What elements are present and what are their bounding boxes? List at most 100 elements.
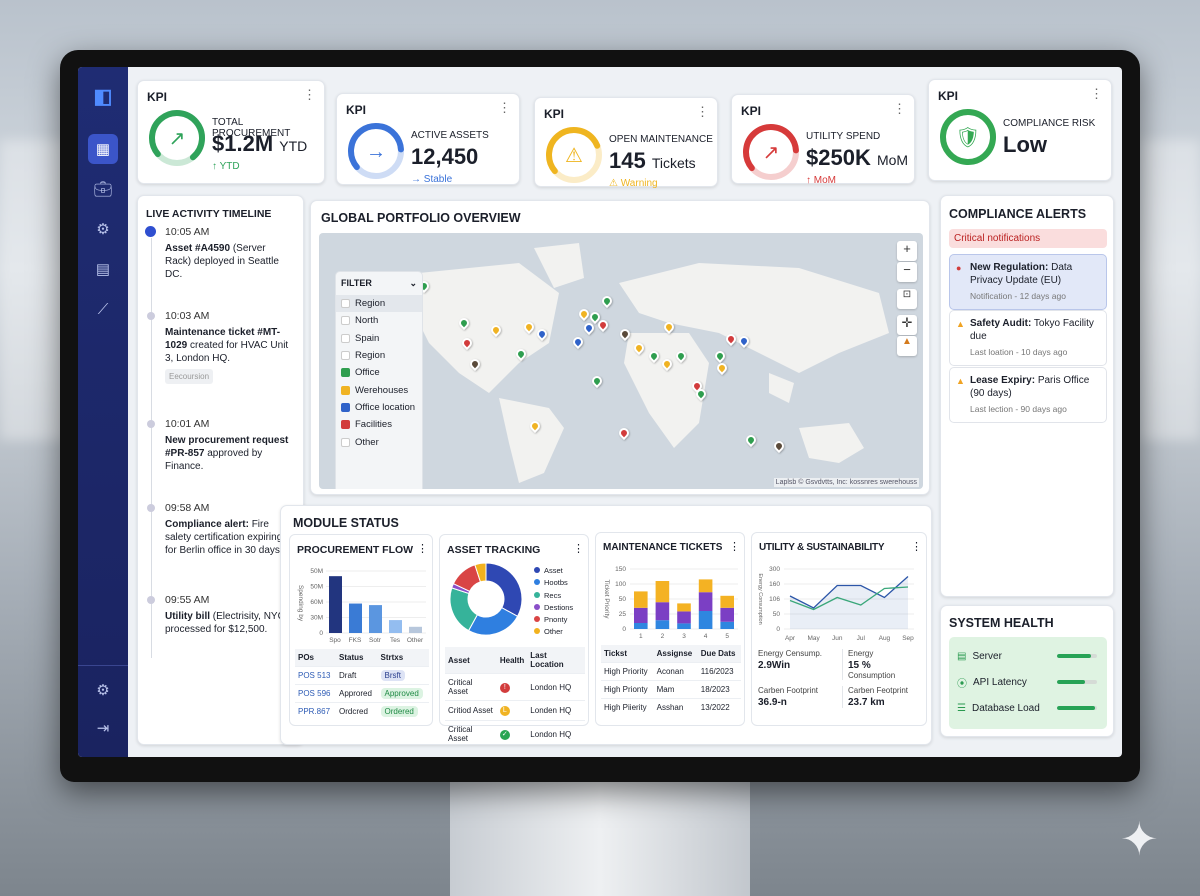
po-link[interactable]: POS 513 <box>298 671 331 680</box>
filter-checkbox[interactable] <box>341 420 350 430</box>
table-row[interactable]: POS 596 Approred Approved <box>295 684 429 703</box>
chevron-down-icon: ⌄ <box>409 278 417 288</box>
more-options-icon[interactable]: ⋮ <box>911 541 922 553</box>
sidebar-document-icon[interactable]: ▤ <box>95 261 111 278</box>
legend-swatch <box>534 579 540 586</box>
more-options-icon[interactable]: ⋮ <box>729 541 740 553</box>
kpi-card[interactable]: KPI ⋮ → ACTIVE ASSETS 12,450 → Stable <box>336 93 520 185</box>
timeline-item[interactable]: 09:55 AM Utility bill (Electrisity, NYC)… <box>147 594 290 636</box>
sidebar-gear-icon[interactable]: ⚙ <box>96 682 110 699</box>
filter-item-label: Region <box>355 350 386 362</box>
sidebar-chart-icon[interactable]: ⟋ <box>97 300 109 318</box>
timeline-text: Asset #A4590 (Server Rack) deployed in S… <box>150 242 290 281</box>
alert-item[interactable]: ● New Regulation: Data Privacy Update (EU… <box>949 254 1107 310</box>
alert-item[interactable]: ▲ Safety Audit: Tokyo Facility due Last lo… <box>949 310 1107 366</box>
filter-item[interactable]: Office <box>336 364 422 381</box>
more-options-icon[interactable]: ⋮ <box>1090 86 1103 101</box>
filter-item[interactable]: Region <box>336 295 422 313</box>
filter-checkbox[interactable] <box>341 351 350 361</box>
filter-checkbox[interactable] <box>341 368 350 378</box>
alert-title: Lease Expiry: <box>970 375 1036 386</box>
ticket-cell-text: High Piierity <box>604 703 647 712</box>
more-options-icon[interactable]: ⋮ <box>893 101 906 116</box>
procurement-flow-card: PROCUREMENT FLOW ⋮ 0 30M 60M 50M 50M Spending… <box>289 534 433 726</box>
x-tick-label: Spo <box>329 637 341 644</box>
alert-item[interactable]: ▲ Lease Expiry: Paris Office (90 days) Las… <box>949 367 1107 423</box>
filter-checkbox[interactable] <box>341 299 350 309</box>
filter-item[interactable]: Other <box>336 433 422 450</box>
health-row: ☰ Database Load <box>949 695 1107 721</box>
arrow-right-icon: → <box>366 141 386 163</box>
zoom-out-button[interactable]: − <box>897 262 917 282</box>
timeline-item[interactable]: 10:01 AM New procurement request #PR-857… <box>147 418 290 473</box>
table-row[interactable]: High Priority Aconan 116/2023 <box>601 662 741 681</box>
filter-item[interactable]: Office location <box>336 399 422 416</box>
procurement-flow-title: PROCUREMENT FLOW <box>297 544 414 556</box>
y-tick-label: 0 <box>319 630 323 637</box>
filter-item[interactable]: Spain <box>336 330 422 347</box>
timeline-dot <box>147 596 155 604</box>
more-options-icon[interactable]: ⋮ <box>498 100 511 115</box>
compass-button[interactable]: ▲ <box>897 336 917 356</box>
more-options-icon[interactable]: ⋮ <box>417 543 428 555</box>
asset-cell-text: Critical Asset <box>448 678 473 696</box>
filter-checkbox[interactable] <box>341 333 350 343</box>
timeline-item[interactable]: 09:58 AM Compliance alert: Fire salety c… <box>147 502 290 557</box>
filter-dropdown[interactable]: FILTER ⌄ <box>336 272 422 295</box>
timeline-item[interactable]: 10:03 AM Maintenance ticket #MT-1029 cre… <box>147 310 290 384</box>
more-options-icon[interactable]: ⋮ <box>303 87 316 102</box>
pan-button[interactable]: ✛ <box>897 315 917 335</box>
table-row[interactable]: Critical Asset! London HQ <box>445 673 585 701</box>
filter-checkbox[interactable] <box>341 402 350 412</box>
more-options-icon[interactable]: ⋮ <box>573 543 584 555</box>
asset-tracking-title: ASSET TRACKING <box>447 544 541 556</box>
legend-swatch <box>534 591 540 598</box>
kpi-card[interactable]: KPI ⋮ 🛡 COMPLIANCE RISK Low <box>928 79 1112 181</box>
x-tick-label: Tes <box>390 637 401 644</box>
logo-icon[interactable]: ◧ <box>93 85 113 108</box>
more-options-icon[interactable]: ⋮ <box>696 104 709 119</box>
table-row[interactable]: High Prionty Mam 18/2023 <box>601 680 741 699</box>
sidebar-briefcase-icon[interactable]: 💼︎ <box>93 181 113 198</box>
table-row[interactable]: Critical Asset ✓ London HQ <box>445 720 585 747</box>
filter-checkbox[interactable] <box>341 437 350 447</box>
utility-stat: Carben Footprint 36.9-n <box>758 686 838 708</box>
stacked-bar-segment <box>698 611 713 629</box>
timeline-time: 09:58 AM <box>165 502 210 514</box>
column-header: Tickst <box>601 645 654 663</box>
y-tick-label: 100 <box>615 581 626 588</box>
world-map[interactable]: FILTER ⌄ Region North Spain Region Office Were… <box>319 233 923 489</box>
table-row[interactable]: Critiod Asset L Londen HQ <box>445 700 585 721</box>
timeline-item[interactable]: 10:05 AM Asset #A4590 (Server Rack) depl… <box>145 226 290 281</box>
zoom-in-button[interactable]: + <box>897 241 917 261</box>
kpi-trend: ↑ MoM <box>806 175 836 186</box>
y-axis-label: Spending by <box>297 585 304 622</box>
filter-checkbox[interactable] <box>341 316 350 326</box>
filter-item[interactable]: North <box>336 312 422 329</box>
filter-checkbox[interactable] <box>341 385 350 395</box>
fullscreen-button[interactable]: ⊡ <box>897 289 917 309</box>
stacked-bar-segment <box>677 603 691 612</box>
legend-label: Destions <box>544 602 574 612</box>
health-title: SYSTEM HEALTH <box>949 616 1054 630</box>
table-cell: Critical Asset <box>445 720 497 747</box>
kpi-card[interactable]: KPI ⋮ ↗ UTILITY SPEND $250K MoM ↑ MoM <box>731 94 915 186</box>
table-row[interactable]: High Piierity Asshan 13/2022 <box>601 698 741 716</box>
sidebar-settings-icon[interactable]: ⚙ <box>96 221 110 238</box>
filter-item[interactable]: Facilities <box>336 416 422 433</box>
table-row[interactable]: PPR.867 Ordcred Ordered <box>295 702 429 720</box>
logout-icon[interactable]: ⇥ <box>96 720 110 737</box>
kpi-card[interactable]: KPI ⋮ ⚠ OPEN MAINTENANCE 145 Tickets ⚠ W… <box>534 97 718 189</box>
filter-item[interactable]: Werehouses <box>336 381 422 398</box>
po-link[interactable]: POS 596 <box>298 689 331 698</box>
kpi-card[interactable]: KPI ⋮ ↗ TOTAL PROCUREMENT $1.2M YTD ↑ YT… <box>137 80 325 184</box>
table-cell: Brsft <box>377 666 429 685</box>
module-status-panel: MODULE STATUS PROCUREMENT FLOW ⋮ 0 30M 60M… <box>280 505 932 747</box>
sidebar-buildings-icon[interactable]: ▦ <box>88 134 118 164</box>
table-row[interactable]: POS 513 Draft Brsft <box>295 666 429 685</box>
filter-item[interactable]: Region <box>336 347 422 364</box>
signal-icon: ⦿ <box>957 678 967 690</box>
timeline-desc: (Electrisity, NYC) processed for $12,500… <box>165 611 289 635</box>
po-link[interactable]: PPR.867 <box>298 707 331 716</box>
status-badge: Brsft <box>380 670 405 681</box>
